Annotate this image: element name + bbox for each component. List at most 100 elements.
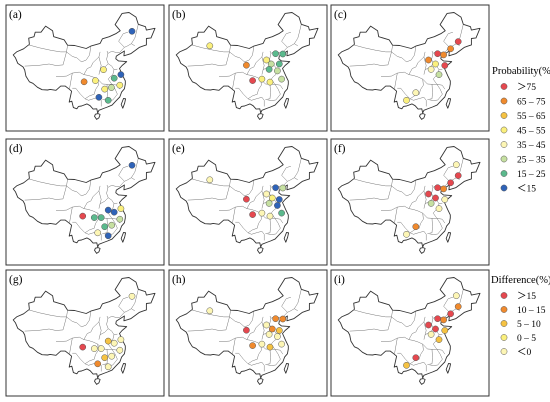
taiwan-outline [120,363,127,374]
province-boundary [397,352,411,364]
legend-swatch [500,97,508,105]
legend-item-label: 5 – 10 [517,320,541,330]
province-boundary [111,218,118,235]
province-boundary [423,190,427,209]
province-boundary [99,315,109,335]
station-marker [258,75,266,83]
province-boundary [427,233,438,235]
province-boundary [409,213,424,233]
station-marker [116,346,124,354]
province-boundary [436,349,443,366]
legend-swatch [500,334,508,341]
province-boundary [443,165,453,182]
station-marker [447,179,454,187]
province-boundary [436,218,443,235]
province-boundary [187,51,230,67]
province-boundary [404,205,423,214]
legend-item-label: ＞15 [517,292,536,302]
station-marker [425,56,432,64]
province-boundary [408,51,426,75]
province-boundary [111,349,118,366]
panel-label: (i) [334,274,345,286]
legend-item-label: ＞75 [517,83,536,93]
province-boundary [353,178,393,187]
station-marker [249,342,256,349]
station-marker [108,221,116,229]
province-boundary [72,221,86,233]
legend-swatch [500,170,508,177]
province-boundary [242,336,261,345]
province-boundary [247,97,265,107]
station-marker [90,214,98,221]
station-marker [108,84,115,91]
province-boundary [409,79,424,99]
station-marker [440,51,447,59]
station-marker [128,292,136,300]
station-marker [440,316,447,324]
station-marker [128,161,136,169]
province-boundary [107,51,120,54]
province-boundary [380,336,405,342]
province-boundary [429,349,433,365]
station-marker [274,202,281,209]
legend-swatch [500,184,508,192]
province-boundary [281,165,291,182]
station-marker [116,215,124,223]
china-outline [337,146,481,248]
map-panel-1: (a) [5,4,165,132]
taiwan-outline [283,363,290,374]
province-boundary [108,197,118,204]
legend-swatch [500,348,508,355]
province-boundary [265,233,276,235]
province-boundary [69,338,73,354]
province-boundary [107,69,115,85]
province-boundary [408,316,426,340]
legend-swatch [500,141,508,148]
hainan-outline [257,378,264,385]
panel-label: (e) [172,143,185,155]
station-marker [117,205,125,212]
legend-item-label: 65 – 75 [517,98,546,108]
province-boundary [267,84,271,100]
hainan-outline [257,113,264,120]
province-boundary [242,71,261,80]
difference-legend: Difference(%) ＞15 10 – 15 5 – 10 0 – 5 ＜0 [491,275,550,358]
legend-item-label: 10 – 15 [517,306,546,316]
province-boundary [24,185,67,201]
station-marker [441,62,449,69]
hainan-outline [94,247,101,254]
province-boundary [294,24,302,44]
map-panel-2: (b) [168,4,328,132]
province-boundary [422,343,445,355]
station-marker [427,200,435,207]
station-marker [412,89,420,97]
taiwan-outline [120,232,127,243]
legend-title: Probability(%) [492,66,550,77]
province-boundary [261,190,265,209]
station-marker [454,38,462,45]
province-boundary [409,231,427,241]
province-boundary [394,73,398,89]
map-panel-8: (h) [168,269,328,397]
station-marker [206,176,214,184]
hainan-outline [94,378,101,385]
province-boundary [79,336,98,345]
station-marker [427,66,435,73]
map-panel-5: (e) [168,138,328,266]
province-boundary [429,84,433,100]
province-boundary [119,43,135,53]
panel-label: (b) [172,9,186,21]
province-boundary [187,316,230,332]
province-boundary [247,344,262,364]
taiwan-outline [445,232,452,243]
station-marker [80,78,88,86]
panel-label: (a) [9,9,22,21]
legend-swatch [500,112,508,119]
province-boundary [391,180,417,197]
province-boundary [118,165,128,182]
province-boundary [232,207,236,223]
province-boundary [409,97,427,107]
province-boundary [397,221,411,233]
legend-item-label: ＜0 [517,348,532,358]
